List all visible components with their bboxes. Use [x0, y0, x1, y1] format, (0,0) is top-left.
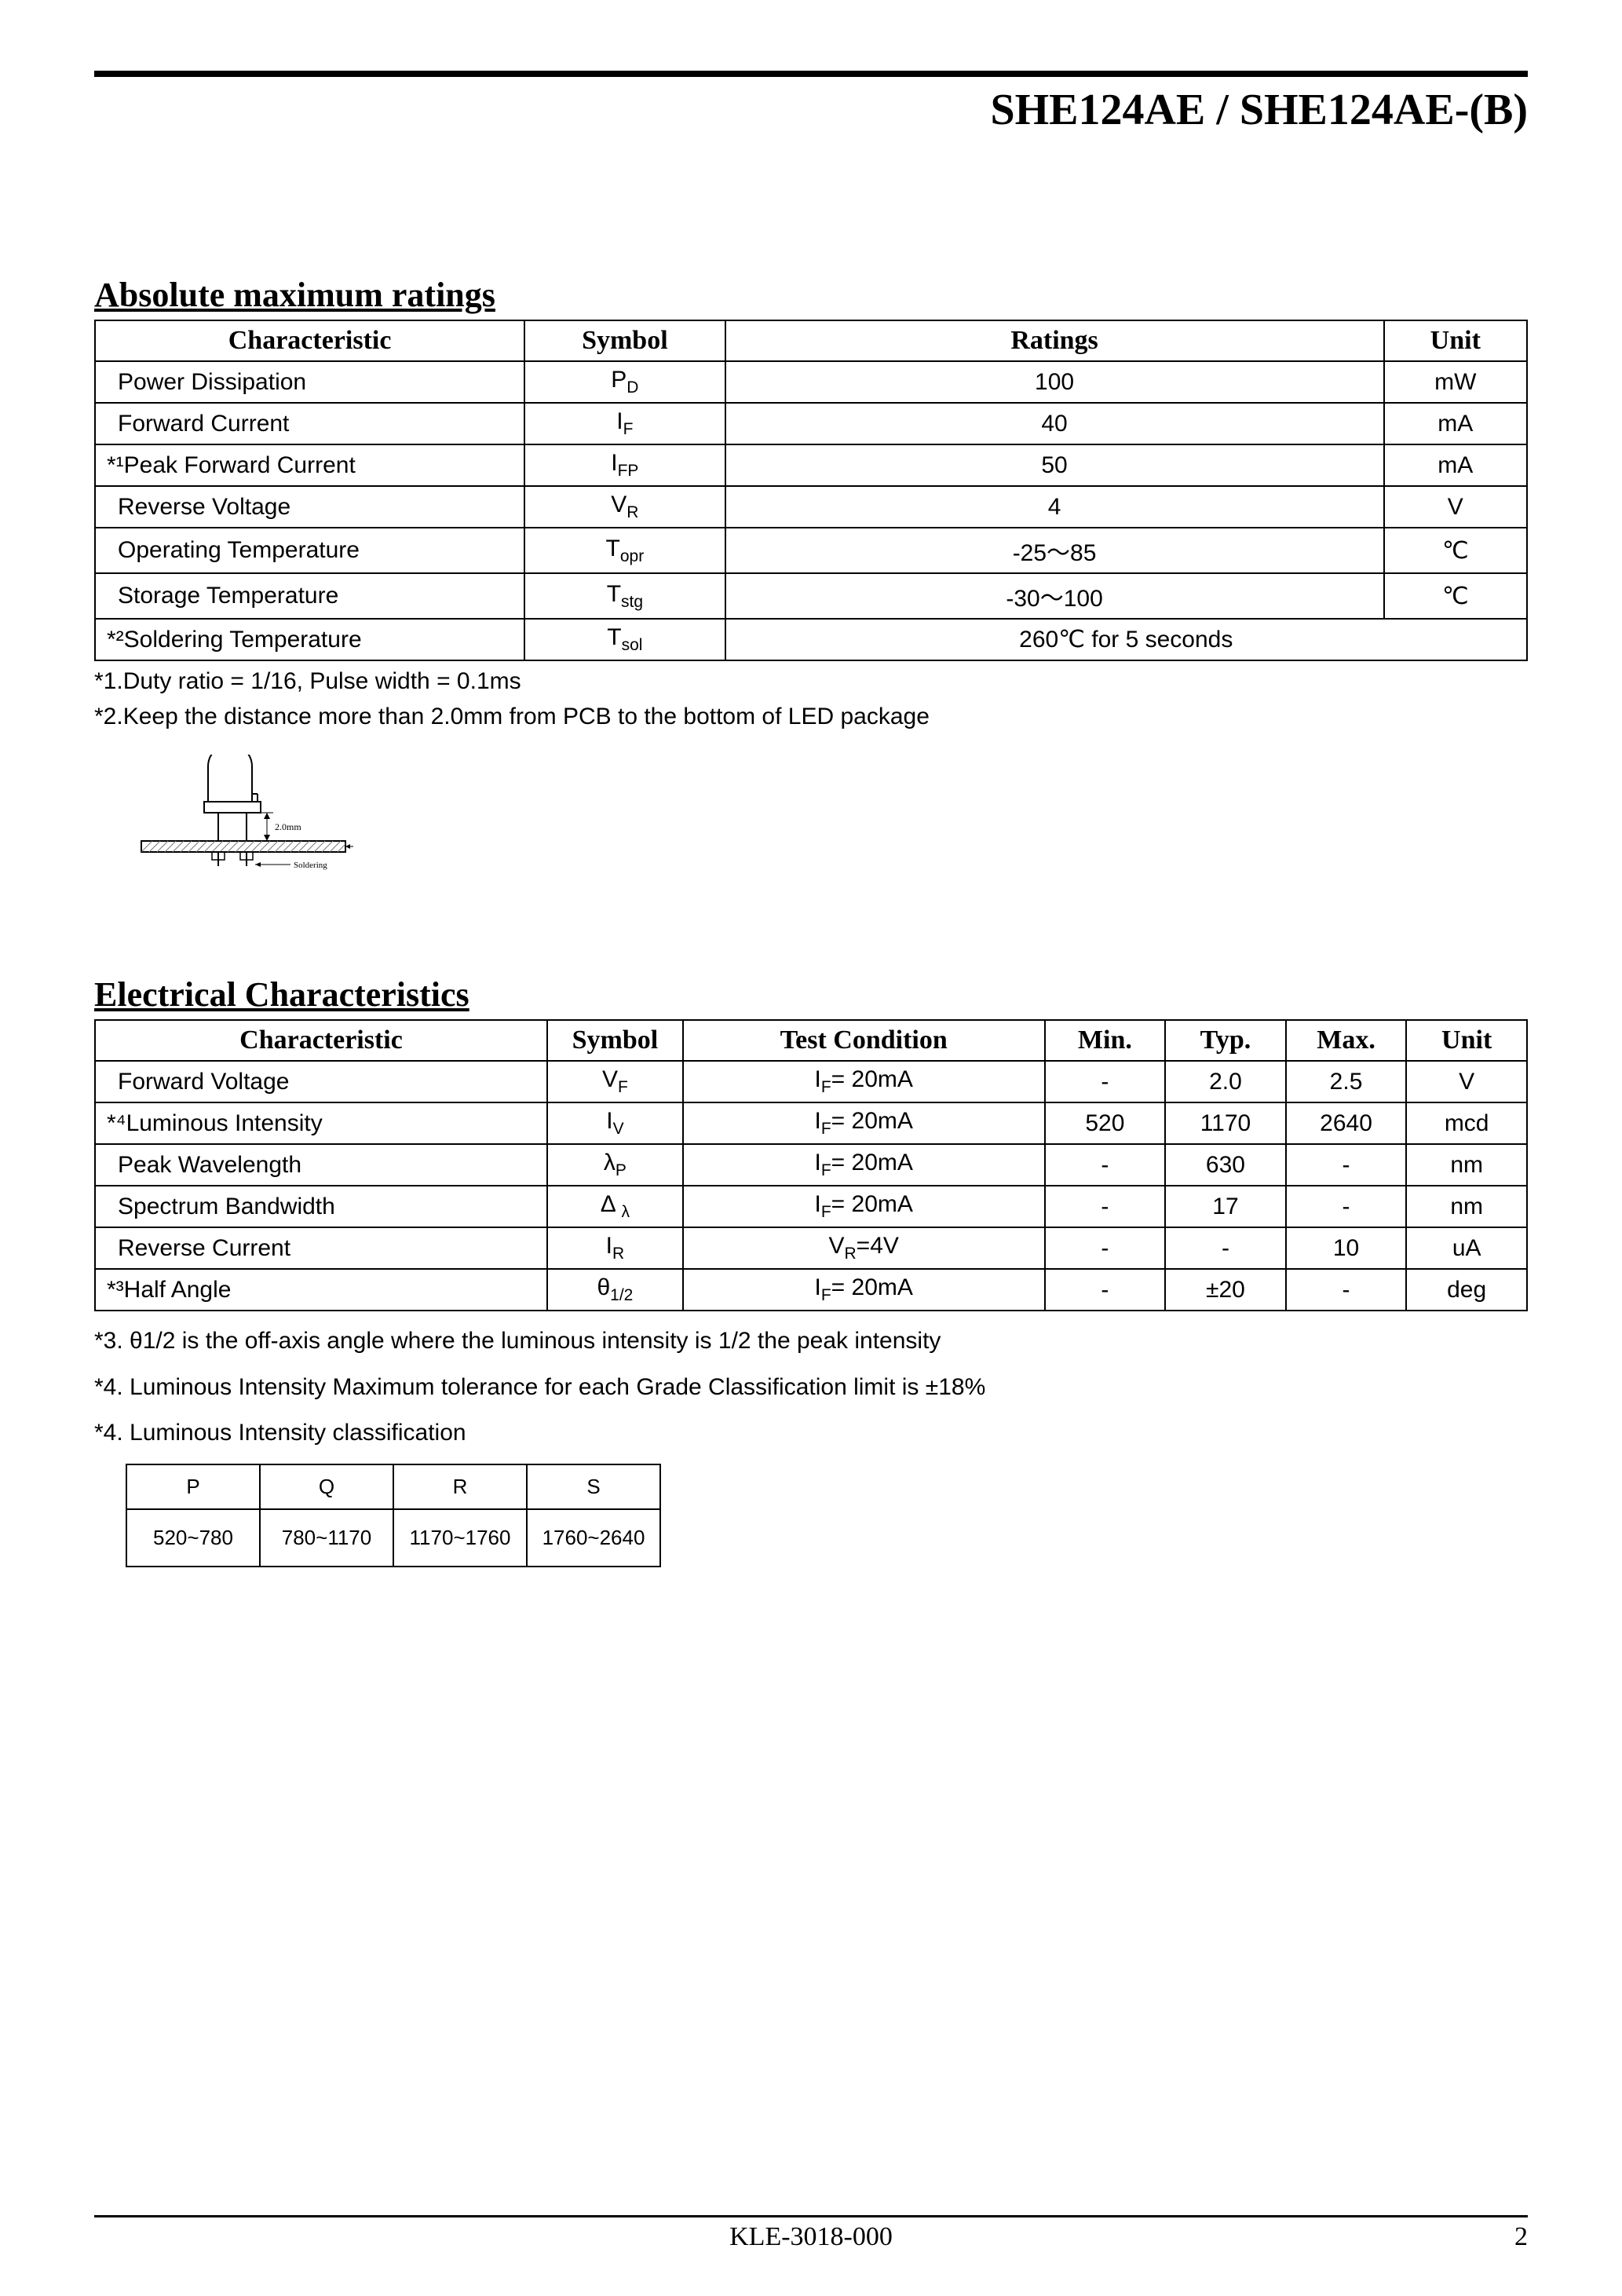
- footnote-line: *3. θ1/2 is the off-axis angle where the…: [94, 1325, 1528, 1358]
- table-row: *³Half Angleθ1/2IF= 20mA-±20-deg: [95, 1269, 1527, 1311]
- table-row: *²Soldering TemperatureTsol260℃ for 5 se…: [95, 619, 1527, 660]
- table-header: Typ.: [1165, 1020, 1286, 1061]
- class-header: S: [527, 1464, 660, 1509]
- table-header: Min.: [1045, 1020, 1166, 1061]
- part-number-title: SHE124AE / SHE124AE-(B): [94, 82, 1528, 149]
- diagram-dist-label: 2.0mm: [275, 821, 301, 832]
- footnote-line: *1.Duty ratio = 1/16, Pulse width = 0.1m…: [94, 666, 1528, 698]
- table-header: Test Condition: [683, 1020, 1045, 1061]
- diagram-solder-label: Soldering: [294, 861, 327, 870]
- class-header: R: [393, 1464, 527, 1509]
- footer-doc-id: KLE-3018-000: [141, 2222, 1481, 2252]
- led-mounting-diagram: 2.0mm: [133, 755, 353, 880]
- table-header: Unit: [1406, 1020, 1527, 1061]
- class-value: 1760~2640: [527, 1509, 660, 1567]
- table-header: Characteristic: [95, 320, 524, 361]
- footer-rule: [94, 2215, 1528, 2217]
- table-row: Operating TemperatureTopr-25～85℃: [95, 528, 1527, 573]
- table-row: Power DissipationPD100mW: [95, 361, 1527, 403]
- table-header: Ratings: [725, 320, 1384, 361]
- luminous-intensity-classification-table: PQRS 520~780780~11701170~17601760~2640: [126, 1464, 661, 1567]
- table-header: Symbol: [547, 1020, 683, 1061]
- table-header: Unit: [1384, 320, 1527, 361]
- absolute-max-ratings-table: CharacteristicSymbolRatingsUnitPower Dis…: [94, 320, 1528, 661]
- table-row: Spectrum BandwidthΔ λIF= 20mA-17-nm: [95, 1186, 1527, 1227]
- footnote-line: *4. Luminous Intensity classification: [94, 1417, 1528, 1450]
- footnotes-1: *1.Duty ratio = 1/16, Pulse width = 0.1m…: [94, 666, 1528, 733]
- table-row: Peak WavelengthλPIF= 20mA-630-nm: [95, 1144, 1527, 1186]
- table-row: *⁴Luminous IntensityIVIF= 20mA5201170264…: [95, 1102, 1527, 1144]
- top-rule: [94, 71, 1528, 77]
- class-value: 1170~1760: [393, 1509, 527, 1567]
- footnote-line: *4. Luminous Intensity Maximum tolerance…: [94, 1372, 1528, 1404]
- class-header: Q: [260, 1464, 393, 1509]
- class-header: P: [126, 1464, 260, 1509]
- table-row: Storage TemperatureTstg-30～100℃: [95, 573, 1527, 619]
- table-row: *¹Peak Forward CurrentIFP50mA: [95, 444, 1527, 486]
- table-row: Forward CurrentIF40mA: [95, 403, 1527, 444]
- table-header: Characteristic: [95, 1020, 547, 1061]
- class-value: 780~1170: [260, 1509, 393, 1567]
- section-title-electrical: Electrical Characteristics: [94, 974, 1528, 1015]
- class-value: 520~780: [126, 1509, 260, 1567]
- table-row: Reverse VoltageVR4V: [95, 486, 1527, 528]
- table-row: Forward VoltageVFIF= 20mA-2.02.5V: [95, 1061, 1527, 1102]
- footer-page-number: 2: [1481, 2222, 1528, 2252]
- electrical-characteristics-table: CharacteristicSymbolTest ConditionMin.Ty…: [94, 1019, 1528, 1311]
- footnote-line: *2.Keep the distance more than 2.0mm fro…: [94, 701, 1528, 733]
- table-row: Reverse CurrentIRVR=4V--10uA: [95, 1227, 1527, 1269]
- section-title-absolute-max: Absolute maximum ratings: [94, 275, 1528, 315]
- table-header: Symbol: [524, 320, 725, 361]
- table-header: Max.: [1286, 1020, 1407, 1061]
- page-footer: KLE-3018-000 2: [94, 2222, 1528, 2252]
- footnotes-2: *3. θ1/2 is the off-axis angle where the…: [94, 1325, 1528, 1450]
